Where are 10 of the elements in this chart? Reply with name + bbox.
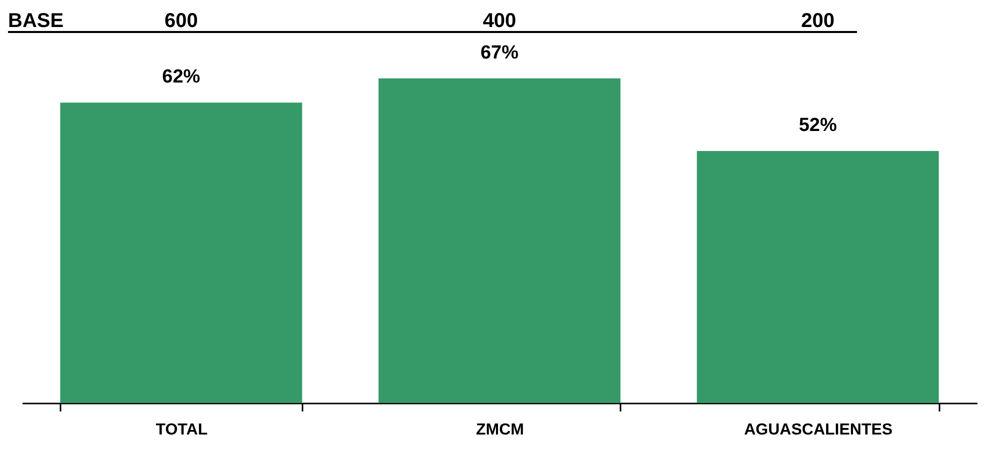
text: 200 [801,10,835,32]
x-tick-label: TOTAL [156,422,208,438]
data-label: 62% [162,66,200,88]
text: 400 [482,10,516,32]
text: 600 [164,10,198,32]
data-label: 67% [480,42,519,64]
x-tick-label: AGUASCALIENTES [744,422,893,438]
data-label: 52% [798,115,837,136]
text: BASE [8,10,64,32]
x-tick-label: ZMCM [476,422,524,438]
